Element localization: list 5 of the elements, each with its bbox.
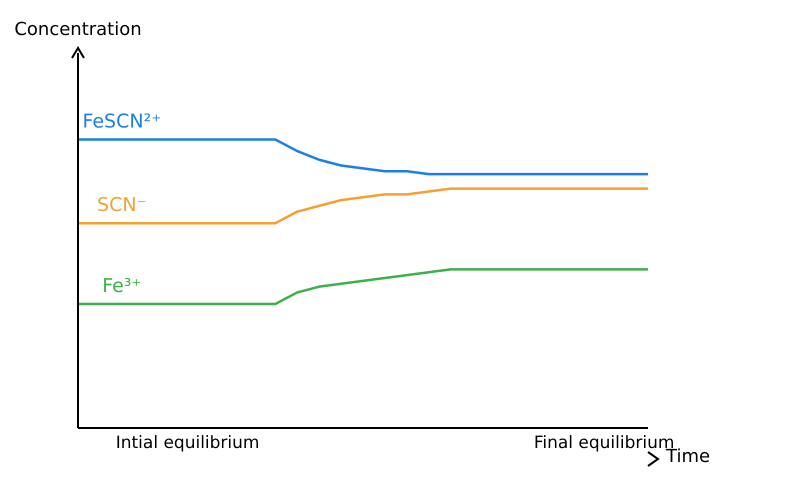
series-label: FeSCN²⁺ [82, 110, 162, 133]
text: Concentration [14, 19, 142, 40]
series-label: Fe³⁺ [102, 274, 142, 297]
x-tick-label: Intial equilibrium [116, 433, 260, 454]
series-label: SCN⁻ [97, 194, 147, 216]
